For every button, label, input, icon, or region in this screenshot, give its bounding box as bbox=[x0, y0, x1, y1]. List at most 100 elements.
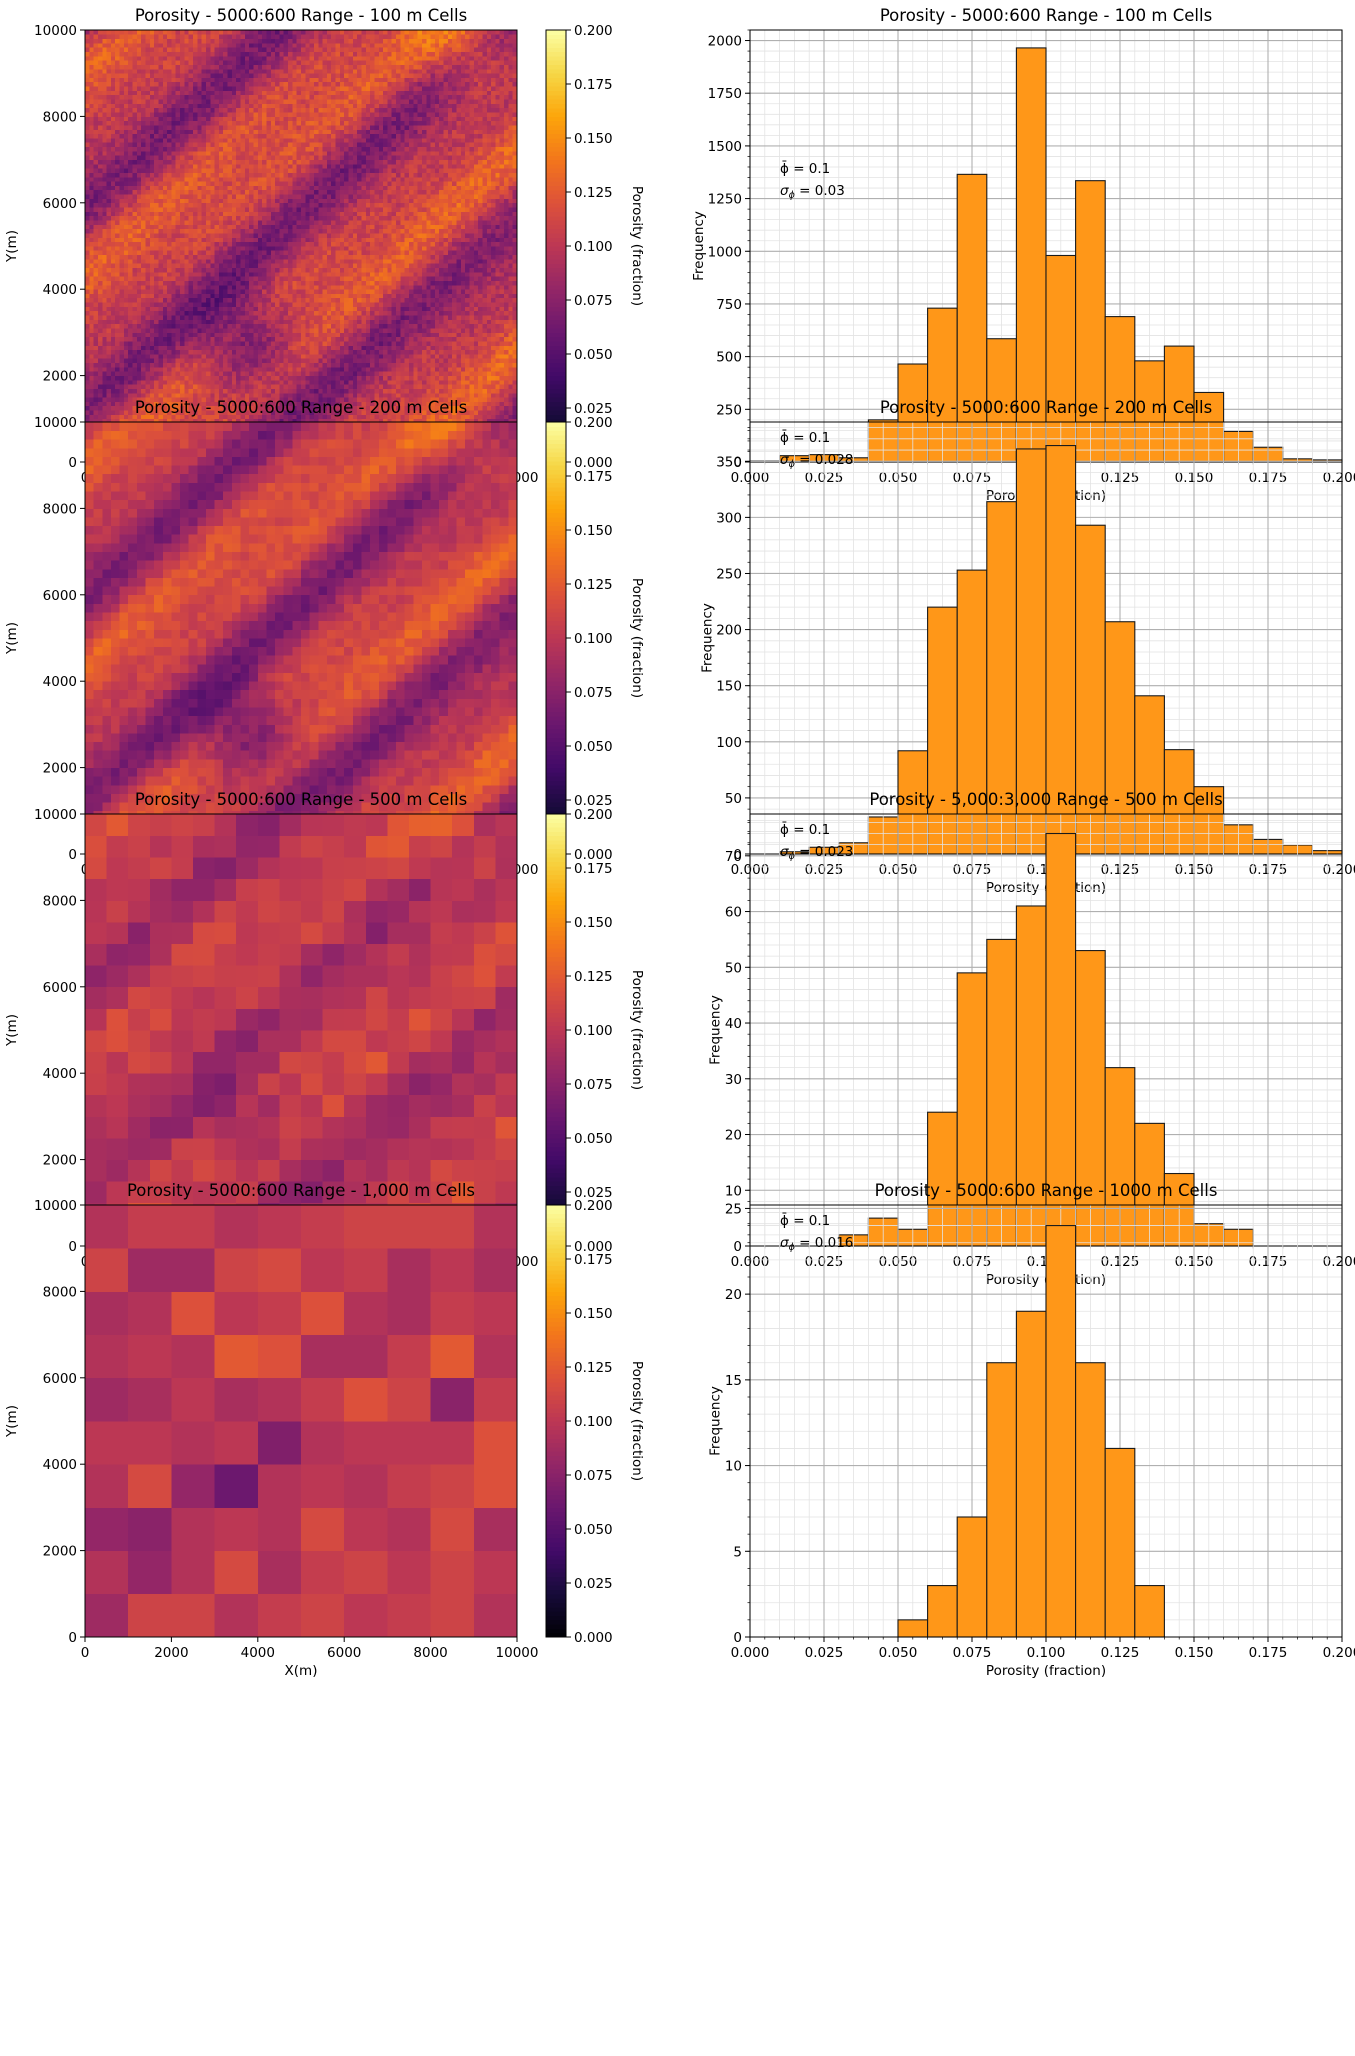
heatmap-cell bbox=[296, 349, 302, 355]
heatmap-cell bbox=[201, 306, 207, 312]
heatmap-cell bbox=[331, 384, 336, 389]
heatmap-cell bbox=[365, 349, 371, 355]
heatmap-cell bbox=[391, 293, 397, 299]
heatmap-cell bbox=[115, 284, 120, 290]
heatmap-cell bbox=[85, 336, 90, 342]
heatmap-cell bbox=[434, 254, 440, 260]
heatmap-cell bbox=[465, 358, 470, 364]
heatmap-cell bbox=[145, 263, 151, 268]
heatmap-cell bbox=[85, 276, 90, 281]
heatmap-cell bbox=[460, 384, 466, 389]
heatmap-cell bbox=[244, 379, 250, 385]
heatmap-cell bbox=[110, 410, 116, 415]
heatmap-cell bbox=[478, 246, 483, 251]
heatmap-cell bbox=[365, 250, 371, 256]
heatmap-cell bbox=[214, 319, 220, 325]
heatmap-cell bbox=[149, 384, 155, 389]
heatmap-cell bbox=[378, 336, 384, 342]
heatmap-cell bbox=[283, 323, 289, 329]
heatmap-cell bbox=[249, 328, 254, 333]
heatmap-cell bbox=[335, 375, 341, 381]
heatmap-cell bbox=[478, 258, 483, 264]
heatmap-cell bbox=[309, 319, 315, 325]
heatmap-cell bbox=[93, 319, 99, 325]
heatmap-cell bbox=[231, 302, 237, 307]
heatmap-cell bbox=[283, 271, 289, 277]
heatmap-cell bbox=[128, 375, 133, 381]
heatmap-cell bbox=[335, 332, 341, 338]
heatmap-cell bbox=[430, 354, 436, 359]
heatmap-cell bbox=[348, 267, 354, 273]
heatmap-cell bbox=[128, 271, 133, 277]
heatmap-cell bbox=[275, 336, 280, 342]
heatmap-cell bbox=[171, 388, 177, 394]
heatmap-cell bbox=[486, 280, 492, 286]
heatmap-cell bbox=[465, 349, 470, 355]
heatmap-cell bbox=[417, 302, 423, 307]
heatmap-cell bbox=[344, 250, 349, 256]
heatmap-cell bbox=[292, 323, 298, 329]
heatmap-cell bbox=[296, 375, 302, 381]
heatmap-cell bbox=[162, 392, 168, 398]
heatmap-cell bbox=[387, 375, 393, 381]
heatmap-cell bbox=[132, 358, 138, 364]
heatmap-cell bbox=[318, 366, 323, 372]
heatmap-cell bbox=[128, 319, 133, 325]
heatmap-cell bbox=[279, 254, 285, 260]
heatmap-cell bbox=[400, 323, 406, 329]
heatmap-cell bbox=[158, 328, 164, 333]
heatmap-cell bbox=[352, 323, 358, 329]
heatmap-cell bbox=[240, 341, 246, 346]
heatmap-cell bbox=[205, 384, 211, 389]
heatmap-cell bbox=[231, 362, 237, 368]
heatmap-cell bbox=[339, 379, 345, 385]
heatmap-cell bbox=[231, 358, 237, 364]
heatmap-cell bbox=[244, 405, 250, 411]
heatmap-cell bbox=[162, 362, 168, 368]
heatmap-cell bbox=[123, 293, 129, 299]
heatmap-cell bbox=[357, 319, 362, 325]
heatmap-cell bbox=[495, 362, 501, 368]
heatmap-cell bbox=[115, 258, 120, 264]
heatmap-cell bbox=[231, 263, 237, 268]
heatmap-cell bbox=[167, 271, 172, 277]
heatmap-cell bbox=[434, 315, 440, 320]
heatmap-cell bbox=[404, 392, 410, 398]
heatmap-cell bbox=[361, 410, 367, 415]
heatmap-cell bbox=[227, 315, 233, 320]
heatmap-cell bbox=[339, 302, 345, 307]
heatmap-cell bbox=[175, 371, 181, 376]
heatmap-cell bbox=[339, 341, 345, 346]
heatmap-cell bbox=[396, 371, 401, 376]
heatmap-cell bbox=[296, 341, 302, 346]
heatmap-cell bbox=[197, 384, 203, 389]
heatmap-cell bbox=[512, 384, 518, 389]
heatmap-cell bbox=[512, 280, 518, 286]
heatmap-cell bbox=[391, 328, 397, 333]
heatmap-cell bbox=[482, 319, 488, 325]
heatmap-cell bbox=[391, 349, 397, 355]
heatmap-cell bbox=[439, 410, 444, 415]
heatmap-cell bbox=[93, 310, 99, 316]
heatmap-cell bbox=[296, 246, 302, 251]
heatmap-cell bbox=[413, 392, 419, 398]
heatmap-cell bbox=[296, 306, 302, 312]
heatmap-cell bbox=[469, 354, 475, 359]
heatmap-cell bbox=[184, 315, 190, 320]
heatmap-cell bbox=[279, 388, 285, 394]
heatmap-cell bbox=[296, 384, 302, 389]
heatmap-cell bbox=[231, 271, 237, 277]
heatmap-cell bbox=[452, 328, 457, 333]
heatmap-cell bbox=[253, 263, 259, 268]
heatmap-cell bbox=[370, 263, 375, 268]
heatmap-cell bbox=[309, 362, 315, 368]
heatmap-cell bbox=[421, 349, 427, 355]
heatmap-cell bbox=[89, 341, 95, 346]
heatmap-cell bbox=[326, 280, 332, 286]
heatmap-cell bbox=[495, 358, 501, 364]
heatmap-cell bbox=[253, 271, 259, 277]
heatmap-cell bbox=[193, 267, 198, 273]
heatmap-cell bbox=[409, 392, 414, 398]
heatmap-cell bbox=[504, 315, 509, 320]
heatmap-cell bbox=[171, 332, 177, 338]
